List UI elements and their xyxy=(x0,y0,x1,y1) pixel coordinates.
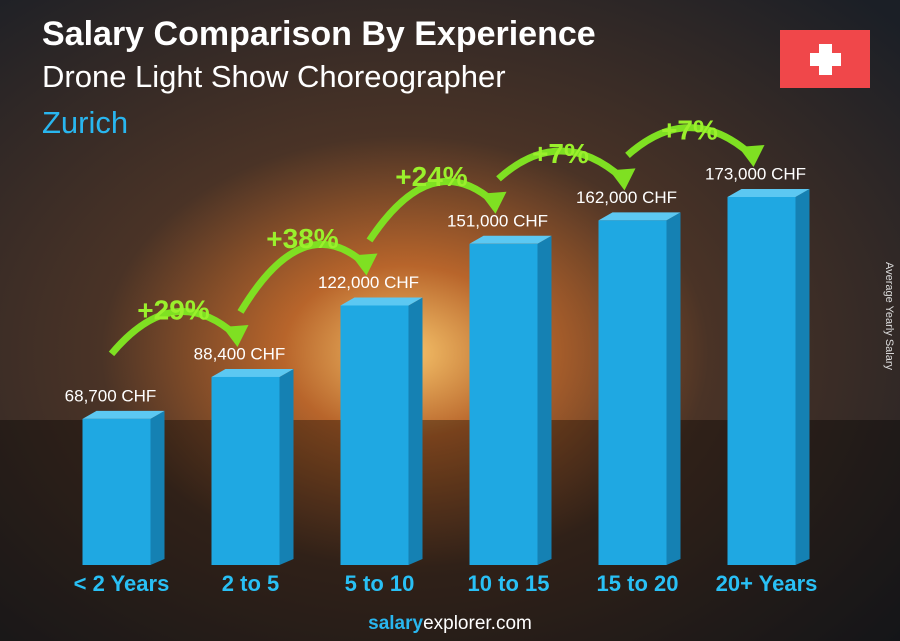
value-label: 173,000 CHF xyxy=(705,164,806,183)
bar-side xyxy=(666,212,681,565)
change-arrowhead xyxy=(480,191,507,214)
change-label: +38% xyxy=(266,223,338,254)
bar-side xyxy=(537,235,552,566)
subtitle: Drone Light Show Choreographer xyxy=(42,59,506,94)
bar-top xyxy=(727,189,810,197)
bar-side xyxy=(795,189,810,565)
change-label: +7% xyxy=(661,114,718,145)
change-label: +29% xyxy=(137,294,209,325)
value-label: 122,000 CHF xyxy=(318,273,419,292)
bar xyxy=(598,220,667,565)
x-tick-label: < 2 Years xyxy=(74,571,170,596)
chart-title: Salary Comparison By Experience xyxy=(42,15,596,53)
y-axis-label: Average Yearly Salary xyxy=(883,262,895,371)
change-arrowhead xyxy=(609,168,636,191)
change-arrow xyxy=(237,240,367,314)
x-tick-label: 10 to 15 xyxy=(468,571,550,596)
footer-brand: salary xyxy=(368,613,423,634)
x-tick-label: 15 to 20 xyxy=(597,571,679,596)
change-arrow xyxy=(108,308,238,357)
bar-side xyxy=(408,297,423,565)
x-tick-label: 5 to 10 xyxy=(345,571,415,596)
bar-side xyxy=(150,410,165,565)
footer-domain: explorer.com xyxy=(423,613,532,634)
value-label: 88,400 CHF xyxy=(194,344,286,363)
bar-top xyxy=(340,297,423,306)
change-arrow xyxy=(496,147,625,182)
bar xyxy=(82,418,151,565)
value-label: 162,000 CHF xyxy=(576,188,677,207)
bar-side xyxy=(279,368,294,565)
x-tick-label: 2 to 5 xyxy=(222,571,279,596)
change-arrowhead xyxy=(222,324,249,347)
x-tick-label: 20+ Years xyxy=(716,571,818,596)
change-arrow xyxy=(625,124,754,159)
change-label: +24% xyxy=(395,161,467,192)
value-label: 68,700 CHF xyxy=(65,386,157,405)
value-label: 151,000 CHF xyxy=(447,211,548,230)
bar-top xyxy=(598,212,681,221)
flag xyxy=(780,30,870,88)
bar xyxy=(211,376,280,565)
bar-top xyxy=(469,235,552,244)
location: Zurich xyxy=(42,105,128,140)
bar-top xyxy=(211,368,294,377)
bar xyxy=(469,243,538,566)
bar xyxy=(340,305,409,565)
change-arrowhead xyxy=(351,253,378,276)
bar xyxy=(727,197,796,565)
footer: salaryexplorer.com xyxy=(368,613,532,634)
change-label: +7% xyxy=(532,138,589,169)
change-arrow xyxy=(366,177,496,243)
change-arrowhead xyxy=(738,145,765,167)
bar-top xyxy=(82,410,165,419)
